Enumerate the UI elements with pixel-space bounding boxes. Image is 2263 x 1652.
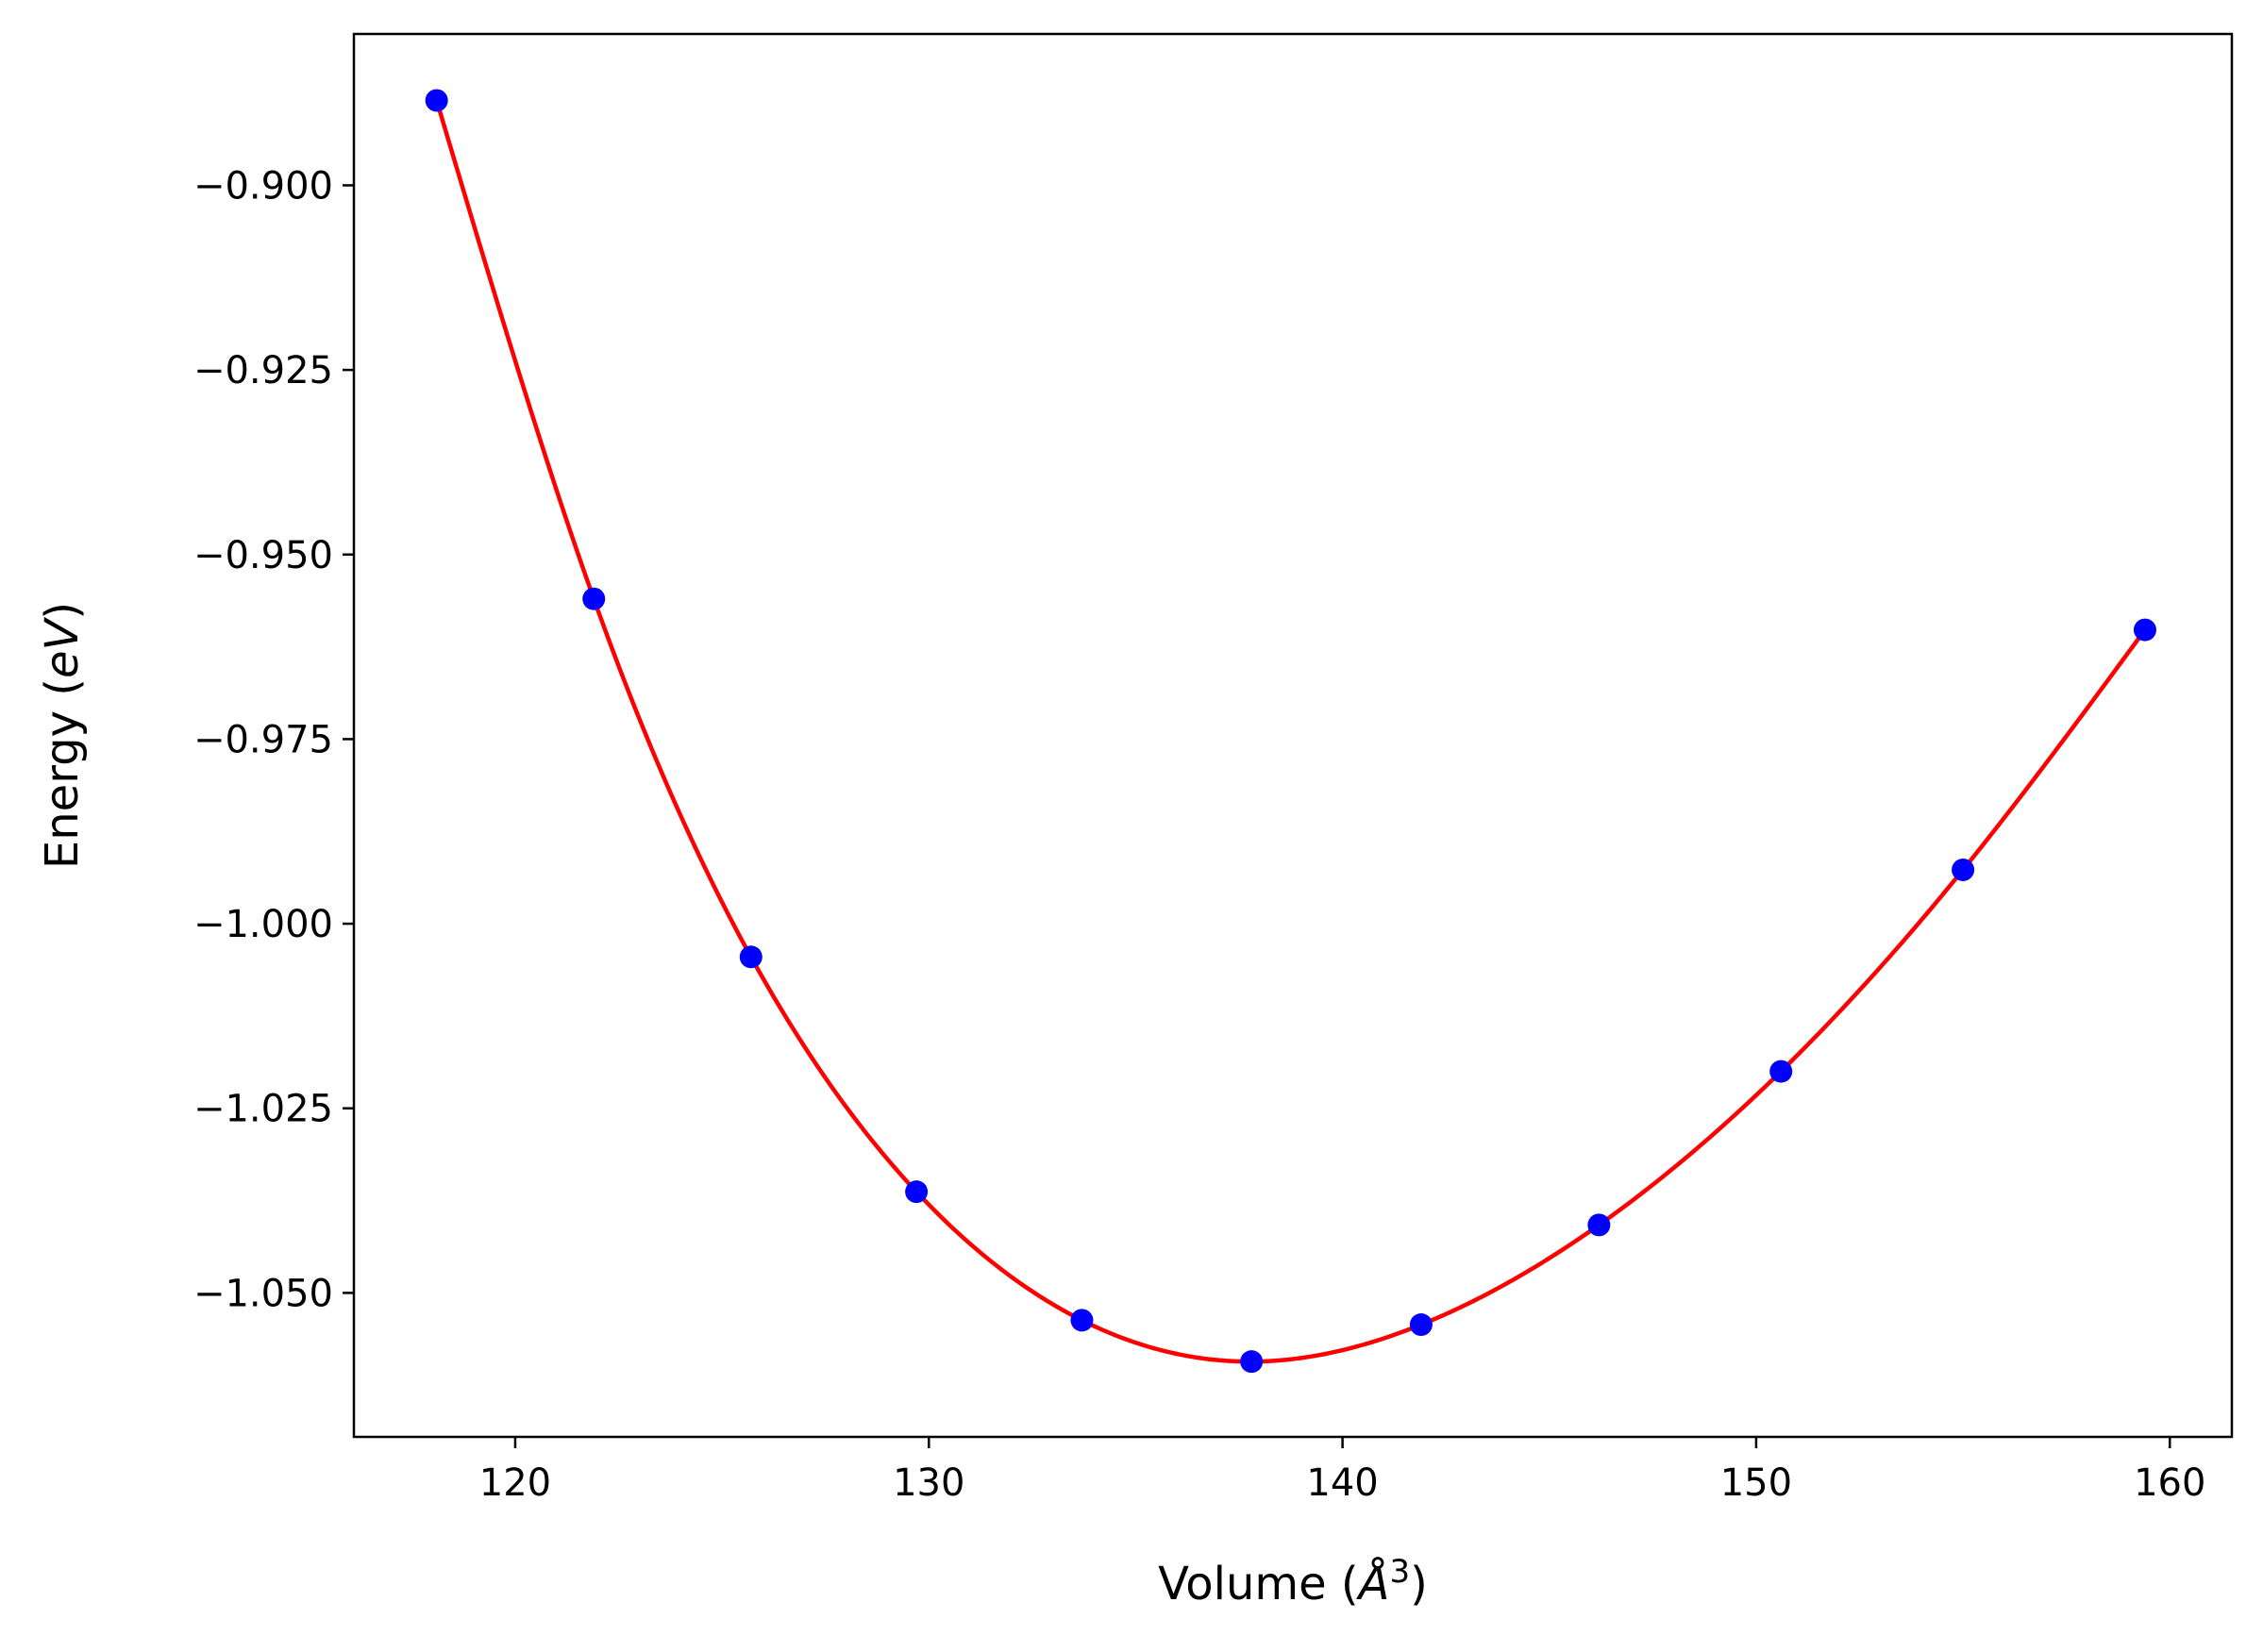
- x-tick-label: 160: [2134, 1461, 2205, 1505]
- data-point: [1769, 1060, 1793, 1083]
- x-tick-label: 140: [1306, 1461, 1378, 1505]
- x-tick-label: 120: [479, 1461, 551, 1505]
- y-axis-label: Energy (eV): [36, 602, 89, 869]
- data-point: [2133, 618, 2156, 642]
- data-point: [425, 89, 448, 112]
- y-axis-label-text: Energy (: [36, 678, 89, 869]
- y-tick-label: −1.025: [193, 1088, 333, 1131]
- data-points-layer: [425, 89, 2156, 1374]
- y-tick-label: −1.050: [193, 1272, 333, 1315]
- data-point: [1240, 1350, 1264, 1374]
- y-tick-label: −1.000: [193, 903, 333, 946]
- x-axis-label-text: Volume (: [1158, 1558, 1359, 1610]
- y-tick-label: −0.900: [193, 164, 333, 208]
- data-point: [1070, 1309, 1094, 1332]
- x-tick-label: 150: [1720, 1461, 1792, 1505]
- fit-curve-layer: [434, 99, 2147, 1364]
- y-axis-label-close: ): [36, 602, 89, 620]
- x-axis-label-exponent: 3: [1389, 1553, 1410, 1591]
- fit-curve: [434, 99, 2147, 1364]
- x-axis-label-unit: Å: [1356, 1557, 1390, 1610]
- x-axis-label-close: ): [1410, 1558, 1428, 1610]
- data-point: [1952, 858, 1975, 881]
- plot-area-frame: [352, 32, 2234, 1439]
- y-tick-label: −0.950: [193, 534, 333, 577]
- y-tick-label: −0.975: [193, 718, 333, 761]
- x-axis-label: Volume (Å3): [1158, 1553, 1428, 1610]
- data-point: [739, 945, 763, 969]
- y-axis-label-unit: eV: [36, 617, 89, 679]
- y-tick-label: −0.925: [193, 349, 333, 392]
- x-tick-label: 130: [893, 1461, 964, 1505]
- y-axis-ticks: −0.900 −0.925 −0.950 −0.975 −1.000 −1.025 −1.0…: [193, 164, 354, 1315]
- data-point: [1409, 1313, 1433, 1337]
- data-point: [905, 1180, 929, 1204]
- x-axis-ticks: 120 130 140 150 160: [479, 1437, 2205, 1505]
- data-point: [1587, 1213, 1611, 1237]
- data-point: [582, 587, 606, 610]
